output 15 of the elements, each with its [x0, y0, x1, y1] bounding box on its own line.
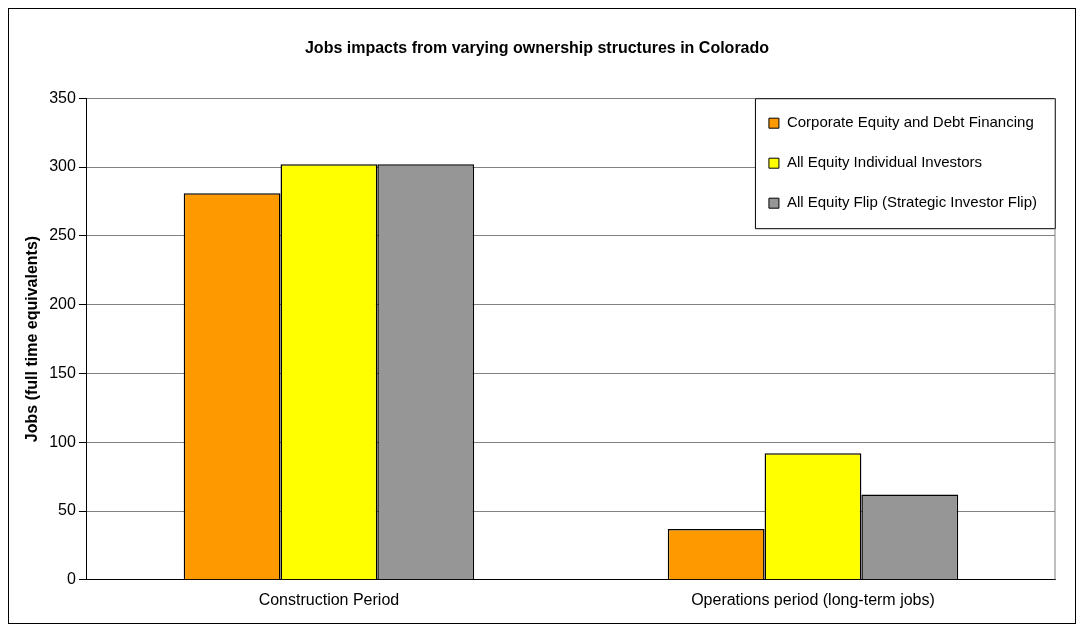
- legend-label: All Equity Individual Investors: [786, 153, 983, 171]
- y-tick-label: 200: [49, 295, 76, 313]
- y-axis-title: Jobs (full time equivalents): [23, 235, 41, 443]
- legend-label: Corporate Equity and Debt Financing: [786, 113, 1034, 131]
- y-tick-label: 0: [66, 570, 76, 588]
- y-tick-label: 150: [49, 363, 76, 381]
- chart-title: Jobs impacts from varying ownership structures in Colorado: [304, 39, 770, 57]
- y-tick-label: 350: [49, 88, 76, 106]
- x-tick-label: Operations period (long-term jobs): [691, 590, 935, 608]
- legend-label: All Equity Flip (Strategic Investor Flip): [786, 193, 1037, 211]
- y-tick-label: 250: [49, 226, 76, 244]
- y-tick-label: 300: [49, 157, 76, 175]
- y-tick-label: 50: [58, 501, 76, 519]
- x-tick-label: Construction Period: [258, 590, 400, 608]
- y-tick-label: 100: [49, 432, 76, 450]
